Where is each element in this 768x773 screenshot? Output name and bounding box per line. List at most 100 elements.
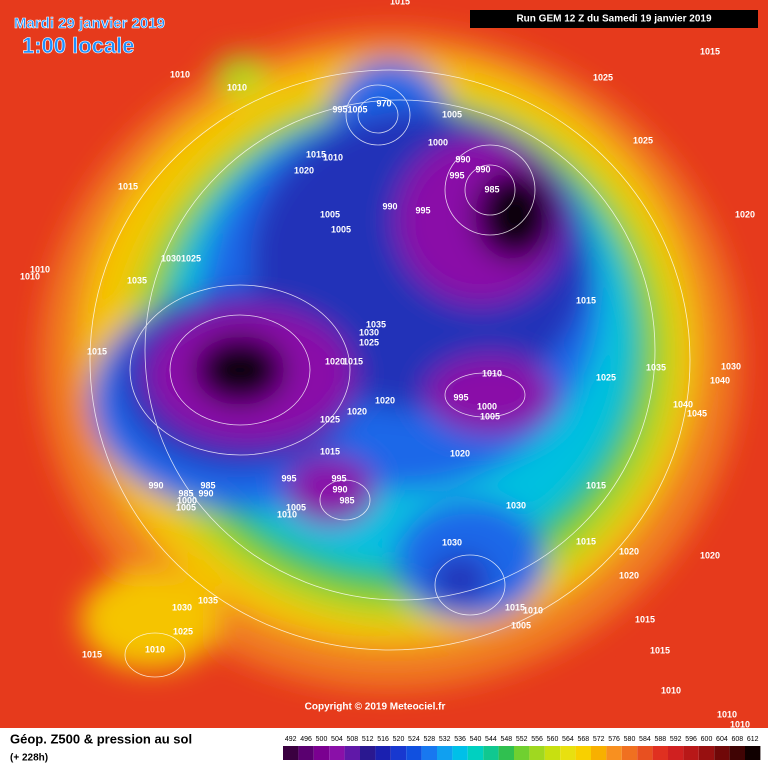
pressure-label: 1020: [619, 546, 639, 556]
pressure-label: 970: [376, 98, 391, 108]
scale-swatch: [390, 746, 407, 760]
pressure-label: 1015: [576, 536, 596, 546]
pressure-label: 1015: [635, 614, 655, 624]
scale-label: 592: [670, 736, 682, 743]
scale-swatch: [575, 746, 591, 760]
scale-label: 576: [608, 736, 620, 743]
pressure-label: 1015: [82, 649, 102, 659]
run-box: [470, 10, 758, 28]
pressure-label: 1015: [343, 356, 363, 366]
scale-swatch: [544, 746, 561, 760]
scale-swatch: [498, 746, 514, 760]
scale-swatch: [637, 746, 653, 760]
pressure-label: 1015: [576, 295, 596, 305]
pressure-label: 995: [281, 473, 296, 483]
pressure-label: 1020: [450, 448, 470, 458]
pressure-label: 1020: [735, 209, 755, 219]
pressure-label: 990: [332, 484, 347, 494]
pressure-label: 1035: [646, 362, 666, 372]
pressure-label: 1020: [347, 406, 367, 416]
pressure-label: 985: [200, 480, 215, 490]
scale-swatch: [283, 746, 299, 760]
pressure-label: 1015: [306, 149, 326, 159]
pressure-label: 985: [178, 488, 193, 498]
pressure-label: 1000: [177, 495, 197, 505]
pressure-label: 1010: [277, 509, 297, 519]
scale-swatch: [652, 746, 668, 760]
scale-label: 496: [300, 736, 312, 743]
pressure-label: 990: [455, 154, 470, 164]
pressure-label: 1010: [730, 719, 750, 729]
pressure-label: 1045: [687, 408, 707, 418]
scale-label: 520: [393, 736, 405, 743]
scale-swatch: [591, 746, 607, 760]
scale-label: 604: [716, 736, 728, 743]
pressure-label: 10301025: [161, 253, 201, 263]
scale-swatch: [467, 746, 484, 760]
pressure-label: 1025: [359, 337, 379, 347]
pressure-label: 1015: [320, 446, 340, 456]
pressure-label: 1015: [118, 181, 138, 191]
scale-swatch: [668, 746, 684, 760]
pressure-label: 1035: [366, 319, 386, 329]
scale-swatch: [729, 746, 745, 760]
pressure-label: 1025: [173, 626, 193, 636]
scale-label: 512: [362, 736, 374, 743]
pressure-label: 1030: [506, 500, 526, 510]
scale-label: 572: [593, 736, 605, 743]
scale-swatch: [621, 746, 638, 760]
pressure-label: 990: [475, 164, 490, 174]
scale-swatch: [360, 746, 376, 760]
scale-label: 564: [562, 736, 574, 743]
map-field: [0, 0, 768, 728]
scale-label: 536: [454, 736, 466, 743]
scale-swatch: [560, 746, 576, 760]
scale-swatch: [313, 746, 330, 760]
scale-label: 560: [547, 736, 559, 743]
scale-label: 540: [470, 736, 482, 743]
pressure-label: 1010: [661, 685, 681, 695]
pressure-label: 1005: [442, 109, 462, 119]
pressure-label: 995: [453, 392, 468, 402]
pressure-label: 1030: [721, 361, 741, 371]
pressure-label: 1030: [442, 537, 462, 547]
scale-swatch: [437, 746, 453, 760]
pressure-label: 990: [382, 201, 397, 211]
scale-swatch: [421, 746, 437, 760]
pressure-label: 1010: [30, 264, 50, 274]
pressure-label: 995: [449, 170, 464, 180]
pressure-label: 1015: [505, 602, 525, 612]
scale-label: 516: [377, 736, 389, 743]
pressure-label: 1010: [717, 709, 737, 719]
pressure-label: 1035: [127, 275, 147, 285]
pressure-label: 1020: [619, 570, 639, 580]
pressure-label: 9951005: [332, 104, 367, 114]
pressure-label: 1000: [428, 137, 448, 147]
scale-label: 532: [439, 736, 451, 743]
scale-swatch: [375, 746, 391, 760]
scale-swatch: [529, 746, 545, 760]
run-info: Run GEM 12 Z du Samedi 19 janvier 2019: [516, 14, 712, 25]
pressure-label: 1015: [87, 346, 107, 356]
scale-label: 504: [331, 736, 343, 743]
pressure-label: 1010: [227, 82, 247, 92]
scale-label: 608: [731, 736, 743, 743]
scale-swatch: [298, 746, 314, 760]
local-time: 1:00 locale: [22, 33, 135, 58]
scale-swatch: [344, 746, 360, 760]
scale-swatch: [483, 746, 499, 760]
scale-label: 548: [500, 736, 512, 743]
pressure-label: 1015: [586, 480, 606, 490]
scale-label: 584: [639, 736, 651, 743]
pressure-label: 1025: [593, 72, 613, 82]
scale-label: 556: [531, 736, 543, 743]
scale-swatch: [452, 746, 468, 760]
scale-label: 568: [577, 736, 589, 743]
scale-swatch: [714, 746, 730, 760]
scale-swatch: [683, 746, 699, 760]
pressure-label: 1005: [176, 502, 196, 512]
pressure-label: 1020: [294, 165, 314, 175]
scale-label: 612: [747, 736, 759, 743]
pressure-label: 1000: [477, 401, 497, 411]
